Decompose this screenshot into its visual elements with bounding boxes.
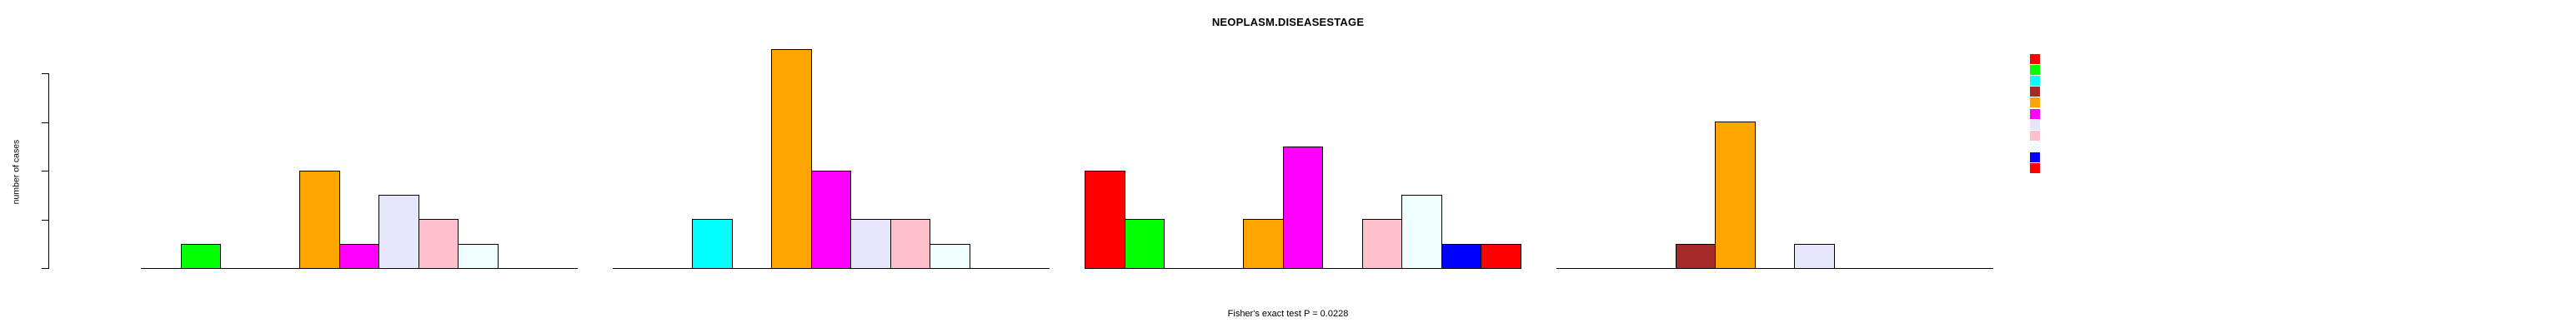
- bar-subtype3-stage-iiib: [1401, 195, 1442, 269]
- bar-subtype3-stage-iia: [1243, 219, 1284, 269]
- legend-swatch-stage-iia: [2030, 97, 2040, 108]
- bar-subtype3-stage-i: [1085, 171, 1125, 269]
- y-axis-title: number of cases: [11, 139, 22, 205]
- bar-subtype1-stage-iia: [299, 171, 340, 269]
- legend-swatch-stage-iiia: [2030, 130, 2040, 141]
- bar-subtype4-stage-ii: [1675, 244, 1716, 269]
- chart-title: NEOPLASM.DISEASESTAGE: [1211, 16, 1365, 28]
- y-tick: [42, 268, 48, 269]
- bar-subtype1-stage-iib: [338, 244, 379, 269]
- legend-swatch-stage-iiib: [2030, 141, 2040, 152]
- legend-swatch-stage-iv: [2030, 163, 2040, 174]
- bar-subtype2-stage-iiib: [930, 244, 970, 269]
- y-tick-label: [31, 261, 39, 277]
- legend-swatch-stage-iiic: [2030, 152, 2040, 163]
- x-axis-line: [1556, 268, 1993, 269]
- bar-subtype4-stage-iia: [1715, 122, 1756, 269]
- bar-subtype1-stage-iiia: [418, 219, 459, 269]
- bar-subtype2-stage-iia: [771, 49, 812, 269]
- bar-subtype2-stage-iiia: [890, 219, 930, 269]
- bar-subtype3-stage-iiia: [1361, 219, 1402, 269]
- y-axis-line: [48, 73, 49, 269]
- bar-subtype3-stage-ia: [1124, 219, 1165, 269]
- y-tick: [42, 73, 48, 74]
- bar-subtype1-stage-iiib: [458, 244, 499, 269]
- bar-subtype3-stage-iib: [1282, 147, 1323, 269]
- bar-subtype2-stage-ib: [692, 219, 733, 269]
- legend-swatch-stage-ia: [2030, 65, 2040, 76]
- bar-subtype1-stage-iii: [378, 195, 419, 269]
- bar-subtype3-stage-iiic: [1441, 244, 1481, 269]
- legend-swatch-stage-iii: [2030, 119, 2040, 130]
- y-tick-label: [31, 212, 39, 229]
- stat-caption: Fisher's exact test P = 0.0228: [1227, 309, 1349, 319]
- y-tick-label: [31, 66, 39, 82]
- legend-swatch-stage-ib: [2030, 76, 2040, 87]
- bar-subtype1-stage-ia: [180, 244, 221, 269]
- y-tick: [42, 219, 48, 221]
- y-tick-label: [31, 115, 39, 132]
- legend-swatch-stage-ii: [2030, 87, 2040, 97]
- legend-swatch-stage-iib: [2030, 108, 2040, 119]
- bar-subtype4-stage-iii: [1794, 244, 1835, 269]
- bar-subtype2-stage-iii: [850, 219, 891, 269]
- bar-subtype3-stage-iv: [1481, 244, 1521, 269]
- legend-swatch-stage-i: [2030, 54, 2040, 64]
- y-tick: [42, 122, 48, 123]
- y-tick-label: [31, 163, 39, 180]
- bar-subtype2-stage-iib: [810, 171, 851, 269]
